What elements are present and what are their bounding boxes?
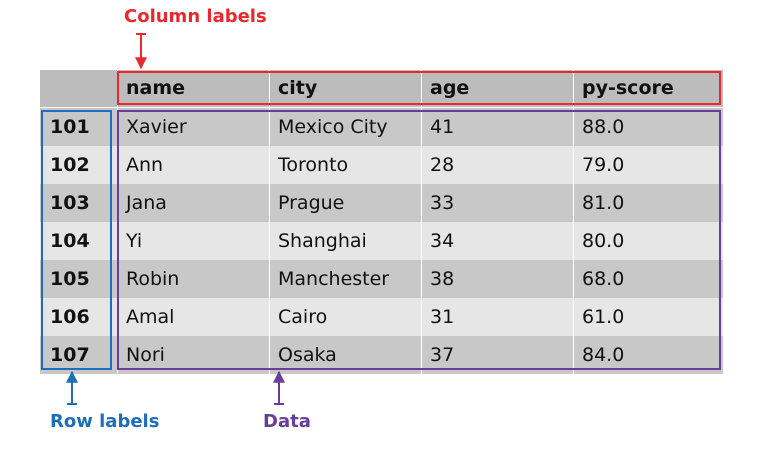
row-label-103: 103 xyxy=(40,184,118,222)
table-cell: Amal xyxy=(118,298,270,336)
column-header-1: city xyxy=(270,70,422,107)
table-cell: Osaka xyxy=(270,336,422,374)
table-cell: 81.0 xyxy=(574,184,724,222)
row-label-106: 106 xyxy=(40,298,118,336)
column-labels-callout: Column labels xyxy=(124,6,267,27)
data-box xyxy=(117,110,721,370)
row-labels-callout: Row labels xyxy=(50,411,160,432)
row-label-104: 104 xyxy=(40,222,118,260)
table-cell: Prague xyxy=(270,184,422,222)
table-cell: 80.0 xyxy=(574,222,724,260)
row-label-107: 107 xyxy=(40,336,118,374)
table-cell: 88.0 xyxy=(574,108,724,146)
table-cell: 33 xyxy=(422,184,574,222)
table-cell: Xavier xyxy=(118,108,270,146)
table-cell: 61.0 xyxy=(574,298,724,336)
row-label-102: 102 xyxy=(40,146,118,184)
table-cell: Ann xyxy=(118,146,270,184)
row-label-101: 101 xyxy=(40,108,118,146)
column-header-3: py-score xyxy=(574,70,724,107)
table-cell: Robin xyxy=(118,260,270,298)
column-header-2: age xyxy=(422,70,574,107)
table-cell: 68.0 xyxy=(574,260,724,298)
table-cell: Cairo xyxy=(270,298,422,336)
table-cell: 28 xyxy=(422,146,574,184)
table-cell: 79.0 xyxy=(574,146,724,184)
column-labels-box xyxy=(117,71,721,105)
table-cell: Yi xyxy=(118,222,270,260)
table-cell: 38 xyxy=(422,260,574,298)
data-callout: Data xyxy=(263,411,311,432)
row-labels-box xyxy=(41,110,112,370)
row-label-105: 105 xyxy=(40,260,118,298)
table-cell: Shanghai xyxy=(270,222,422,260)
column-header-0: name xyxy=(118,70,270,107)
table-cell: Jana xyxy=(118,184,270,222)
table-cell: 31 xyxy=(422,298,574,336)
table-cell: 34 xyxy=(422,222,574,260)
table-cell: 84.0 xyxy=(574,336,724,374)
table-cell: Manchester xyxy=(270,260,422,298)
table-cell: Mexico City xyxy=(270,108,422,146)
table-cell: Nori xyxy=(118,336,270,374)
table-cell: 37 xyxy=(422,336,574,374)
table-cell: Toronto xyxy=(270,146,422,184)
table-cell: 41 xyxy=(422,108,574,146)
